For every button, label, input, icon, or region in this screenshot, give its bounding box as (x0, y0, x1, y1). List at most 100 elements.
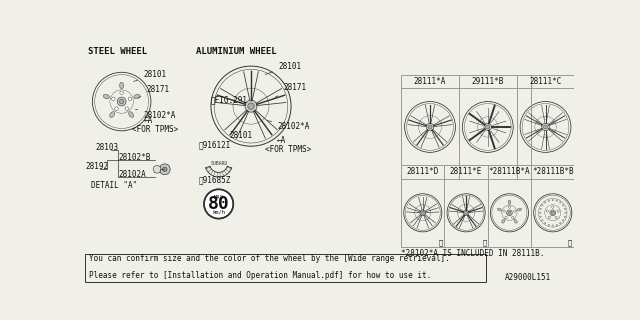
Circle shape (559, 202, 561, 203)
Circle shape (503, 210, 505, 212)
Circle shape (120, 91, 124, 94)
Text: 28102*B: 28102*B (118, 153, 151, 162)
Circle shape (420, 210, 426, 216)
Text: You can confirm size and the color of the wheel by the [Wide range retrieval].: You can confirm size and the color of th… (88, 254, 449, 263)
Circle shape (111, 97, 115, 100)
Circle shape (536, 121, 539, 124)
Circle shape (514, 210, 516, 212)
Circle shape (507, 210, 512, 216)
Circle shape (543, 125, 548, 129)
Text: DETAIL "A": DETAIL "A" (91, 181, 137, 190)
Ellipse shape (109, 112, 115, 117)
Circle shape (426, 123, 434, 131)
Bar (86, 254, 486, 282)
Text: ←A: ←A (144, 116, 153, 125)
Text: A29000L151: A29000L151 (505, 273, 551, 282)
Circle shape (564, 216, 566, 218)
Circle shape (128, 97, 132, 100)
Bar (401, 75, 575, 247)
Circle shape (117, 97, 126, 106)
Text: 28102A: 28102A (118, 170, 147, 179)
Circle shape (551, 211, 554, 214)
Circle shape (556, 224, 557, 226)
Text: ALUMINIUM WHEEL: ALUMINIUM WHEEL (196, 47, 276, 56)
Circle shape (564, 212, 566, 213)
Circle shape (421, 211, 424, 214)
Ellipse shape (129, 112, 134, 117)
Circle shape (544, 117, 547, 119)
Text: MAX: MAX (214, 195, 223, 200)
Circle shape (115, 107, 118, 110)
Text: 28192: 28192 (86, 162, 109, 171)
Text: 28111*A: 28111*A (414, 77, 446, 86)
Circle shape (428, 125, 432, 129)
Circle shape (545, 222, 546, 224)
Ellipse shape (120, 82, 124, 89)
Text: *28111B*A: *28111B*A (488, 167, 531, 177)
Circle shape (552, 199, 554, 201)
Circle shape (564, 208, 566, 210)
Circle shape (548, 224, 550, 226)
Circle shape (540, 212, 541, 213)
Text: ①91612I: ①91612I (198, 141, 231, 150)
Bar (154, 166, 160, 172)
Circle shape (540, 208, 541, 210)
Ellipse shape (134, 94, 140, 99)
Circle shape (153, 165, 161, 173)
Circle shape (248, 103, 254, 109)
Ellipse shape (497, 208, 502, 211)
Circle shape (552, 206, 554, 208)
Text: Please refer to [Installation and Operation Manual.pdf] for how to use it.: Please refer to [Installation and Operat… (88, 271, 431, 280)
Text: 28101: 28101 (134, 70, 166, 81)
Text: *28102*A IS INCLUDED IN 28111B.: *28102*A IS INCLUDED IN 28111B. (401, 249, 545, 258)
Ellipse shape (502, 220, 505, 223)
Circle shape (204, 189, 234, 219)
Text: SUBARU: SUBARU (211, 162, 228, 166)
Text: 28103: 28103 (95, 143, 118, 152)
Text: 29111*B: 29111*B (472, 77, 504, 86)
Ellipse shape (508, 200, 511, 204)
Circle shape (245, 100, 257, 112)
Text: 28101: 28101 (230, 132, 253, 140)
Circle shape (556, 200, 557, 201)
Circle shape (505, 216, 508, 219)
Text: ①: ① (568, 239, 572, 245)
Circle shape (545, 202, 546, 203)
Circle shape (163, 167, 167, 172)
Circle shape (550, 210, 556, 216)
Text: *28111B*B: *28111B*B (532, 167, 573, 177)
Circle shape (511, 216, 514, 219)
Circle shape (463, 210, 469, 216)
Text: 28171: 28171 (275, 83, 307, 97)
Circle shape (546, 210, 548, 212)
Text: <FOR TPMS>: <FOR TPMS> (265, 145, 311, 154)
Circle shape (125, 107, 129, 110)
Circle shape (548, 216, 550, 219)
Circle shape (540, 216, 541, 218)
Text: 28102*A: 28102*A (136, 109, 175, 120)
Text: ②: ② (483, 239, 486, 245)
Circle shape (541, 204, 543, 206)
Text: <FOR TPMS>: <FOR TPMS> (132, 125, 179, 134)
Circle shape (548, 200, 550, 201)
Text: ②91685Z: ②91685Z (198, 175, 231, 184)
Text: 28101: 28101 (265, 62, 301, 75)
Circle shape (552, 130, 554, 133)
Circle shape (552, 121, 554, 124)
Circle shape (555, 216, 557, 219)
Ellipse shape (517, 208, 522, 211)
Circle shape (159, 164, 170, 175)
Circle shape (559, 222, 561, 224)
Text: 28111*E: 28111*E (450, 167, 483, 177)
Ellipse shape (103, 94, 109, 99)
Circle shape (465, 211, 468, 214)
Circle shape (544, 135, 547, 137)
Circle shape (552, 225, 554, 226)
Circle shape (486, 125, 490, 129)
Circle shape (541, 220, 543, 221)
Circle shape (541, 123, 549, 131)
Text: 28111*C: 28111*C (529, 77, 562, 86)
Circle shape (563, 204, 564, 206)
Text: STEEL WHEEL: STEEL WHEEL (88, 47, 147, 56)
Circle shape (119, 99, 124, 104)
